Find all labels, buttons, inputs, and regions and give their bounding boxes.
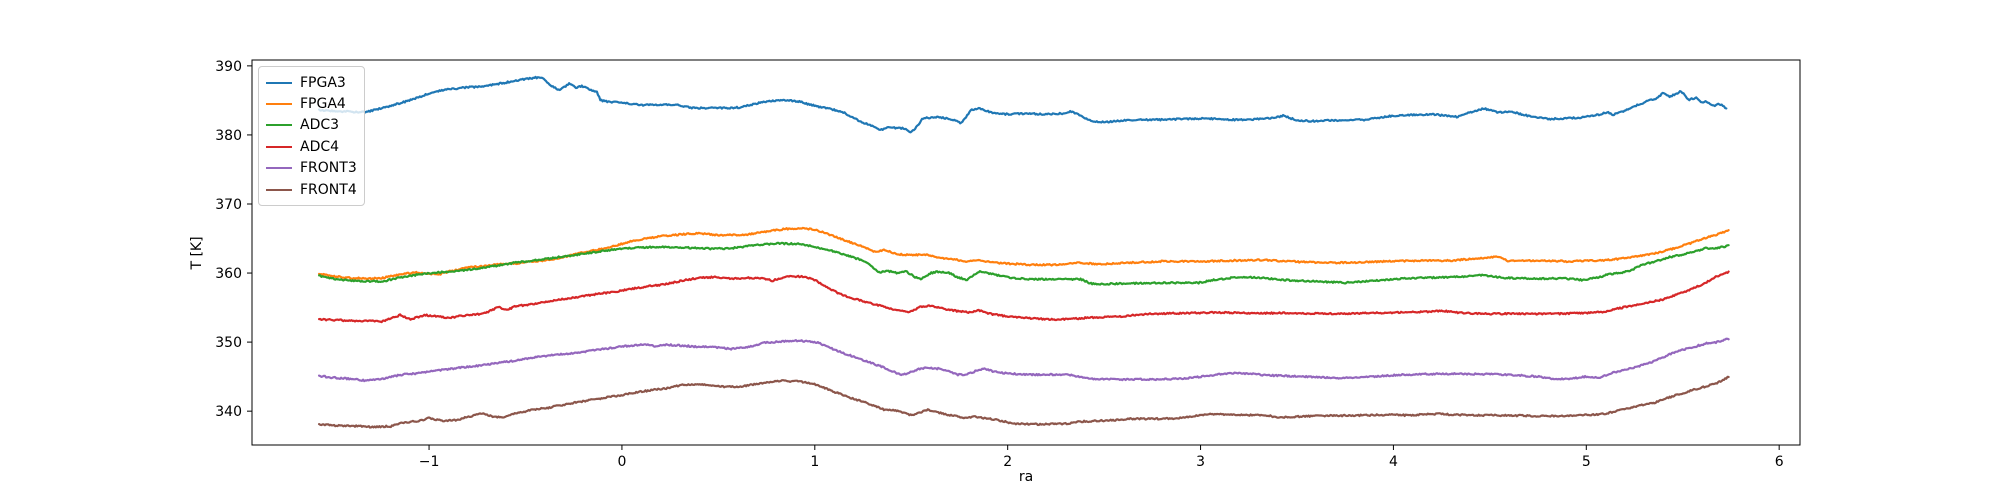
x-tick-label-6: 6 [1775,454,1784,470]
legend-item-FRONT3: FRONT3 [266,158,357,179]
legend-swatch-ADC4 [266,145,292,148]
tick-group: −1 0 1 2 3 4 5 6 340 350 360 370 380 390 [215,59,1783,470]
legend-item-FRONT4: FRONT4 [266,179,357,200]
series-line-FPGA4 [318,226,1730,281]
x-tick-label-3: 3 [1196,454,1205,470]
legend-label-FPGA4: FPGA4 [300,96,346,113]
series-line-FPGA3 [318,75,1728,134]
legend-label-ADC4: ADC4 [300,138,340,155]
y-tick-label-340: 340 [215,404,242,420]
legend-item-FPGA3: FPGA3 [266,72,356,93]
series-line-FRONT3 [318,337,1730,383]
y-tick-label-350: 350 [215,335,242,351]
legend-swatch-FPGA3 [266,81,292,84]
legend-item-ADC3: ADC3 [266,115,356,136]
y-tick-label-380: 380 [215,128,242,144]
x-tick-label-5: 5 [1582,454,1591,470]
legend-label-FRONT4: FRONT4 [300,181,357,198]
series-line-ADC4 [318,270,1730,324]
x-tick-label-1: 1 [810,454,819,470]
x-tick-label-4: 4 [1389,454,1398,470]
series-line-ADC3 [318,241,1730,286]
y-tick-label-360: 360 [215,266,242,282]
axes-spines [251,59,1801,446]
legend-swatch-ADC3 [266,124,292,127]
legend-item-ADC4: ADC4 [266,136,356,157]
y-tick-label-370: 370 [215,197,242,213]
x-tick-label-2: 2 [1003,454,1012,470]
legend-label-FRONT3: FRONT3 [300,160,357,177]
legend-label-ADC3: ADC3 [300,117,340,134]
legend-item-FPGA4: FPGA4 [266,93,356,114]
x-tick-label-0: 0 [617,454,626,470]
legend-swatch-FPGA4 [266,103,292,106]
series-group [318,75,1730,429]
x-tick-label--1: −1 [419,454,440,470]
legend: FPGA3 FPGA4 ADC3 ADC4 FRONT3 FRONT4 [258,66,365,207]
legend-swatch-FRONT3 [266,167,292,170]
y-tick-label-390: 390 [215,59,242,75]
x-axis-label: ra [1018,469,1034,485]
legend-swatch-FRONT4 [266,188,292,191]
y-axis-label: T [K] [189,236,205,270]
series-line-FRONT4 [318,375,1730,429]
legend-label-FPGA3: FPGA3 [300,74,346,91]
